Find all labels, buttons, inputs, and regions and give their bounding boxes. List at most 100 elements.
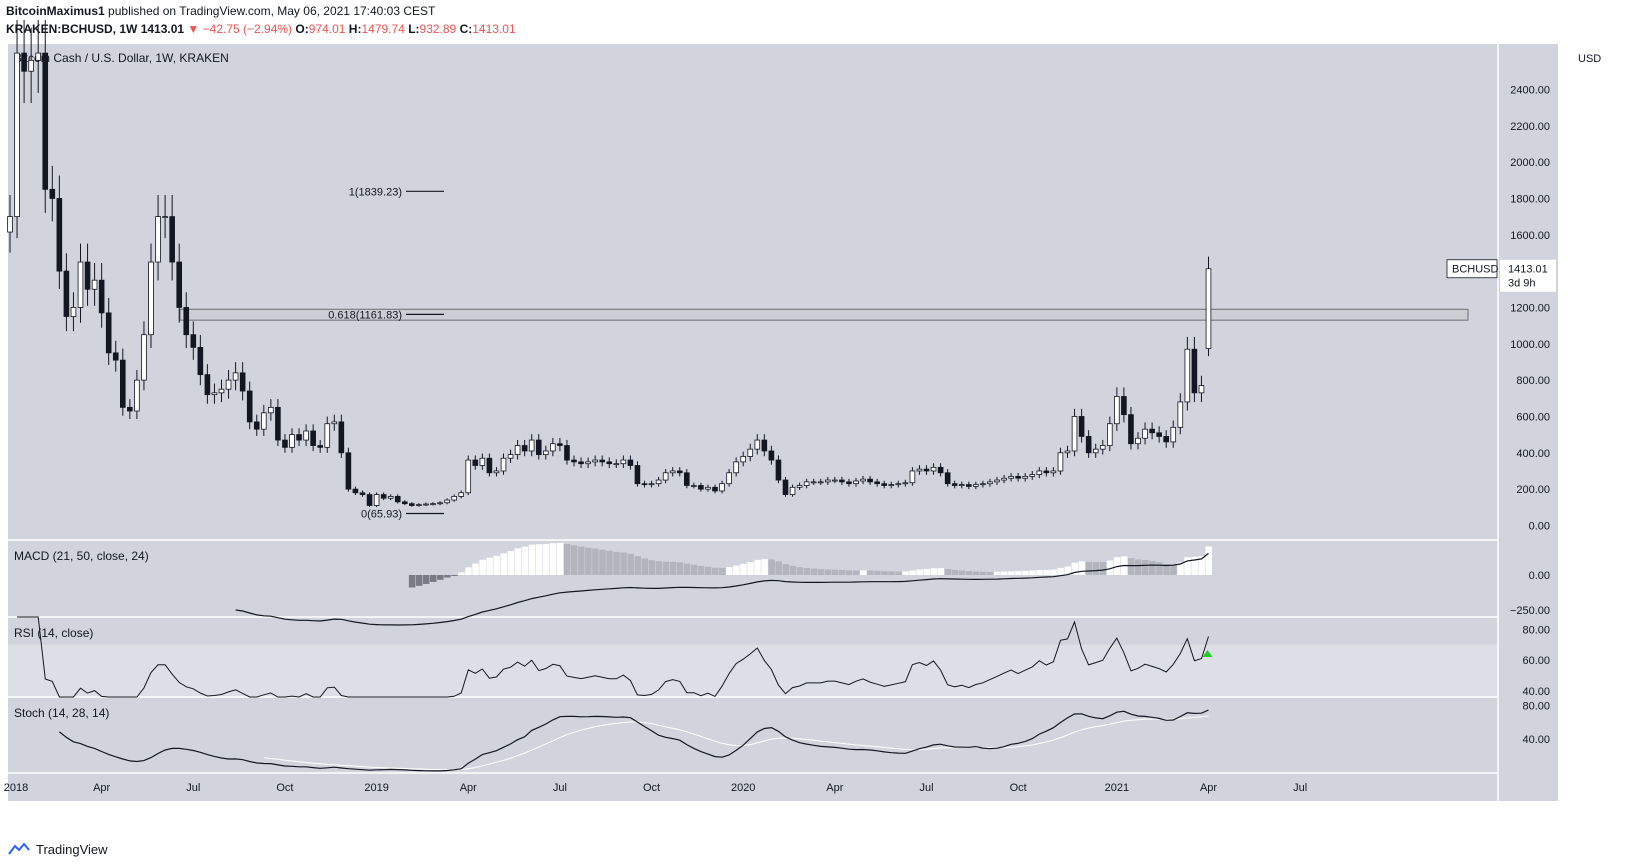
symbol-tag-box [1446,259,1498,279]
candle-body [409,503,415,506]
candle-body [712,486,718,492]
candle-body [705,486,711,490]
macd-histogram-bar [888,571,895,575]
time-tick-label: Jul [553,782,567,794]
candle-body [49,188,56,199]
macd-histogram-bar [1198,556,1205,575]
candle-body [268,406,274,414]
candle-body [394,495,401,503]
candle-body [42,52,49,190]
author-name[interactable]: BitcoinMaximus1 [6,4,105,18]
candle-body [211,392,218,396]
macd-histogram-bar [754,559,761,575]
candle-body [1128,414,1134,445]
candle-body [1036,470,1043,475]
fib-retracement[interactable]: 1(1839.23) 0.618(1161.83) 0(65.93) [179,186,1469,520]
candle-body [98,279,105,314]
candle-body [14,52,20,218]
candle-body [881,483,887,486]
candle-body [296,434,302,441]
high-value: 1479.74 [361,22,405,36]
macd-histogram-bar [507,550,515,575]
candle-body [444,499,450,504]
macd-histogram-bar [585,547,592,575]
candle-body [761,439,768,452]
candle-body [239,372,246,392]
candle-body [324,423,331,448]
macd-histogram-bar [796,567,804,575]
candle-body [627,459,634,466]
candle-body [91,279,98,290]
candle-body [359,492,366,495]
macd-histogram-bar [1085,561,1093,575]
candle-body [803,481,810,486]
macd-histogram-bar [768,559,775,575]
candle-body [775,459,782,481]
candle-body [1184,348,1191,403]
tradingview-logo[interactable]: TradingView [8,838,108,860]
candle-body [655,479,662,485]
candle-body [7,216,13,233]
candle-body [832,479,838,482]
price-tag-value: 1413.01 [1508,264,1548,276]
time-tick-label: 2018 [4,782,28,794]
symbol-label[interactable]: KRAKEN:BCHUSD, 1W [6,22,138,36]
candle-body [1135,437,1141,445]
macd-pane: MACD (21, 50, close, 24) 0.00 −250.00 [14,542,1550,626]
price-tick-label: 400.00 [1516,448,1550,460]
macd-histogram-bar [606,550,613,575]
candle-body [183,307,190,336]
candle-body [958,484,965,486]
macd-histogram-bar [874,570,881,575]
candle-body [719,483,725,492]
candle-body [634,465,641,485]
candle-body [204,374,211,396]
macd-histogram-bar [1127,558,1135,575]
macd-histogram-bar [669,561,677,575]
candle-body [84,261,91,290]
time-axis[interactable]: 2018 Apr Jul Oct 2019 Apr Jul Oct 2020 Apr Jul Oct 2… [4,782,1307,794]
price-tag: BCHUSD 1413.01 3d 9h [1446,259,1556,292]
resistance-zone [179,308,1469,321]
candle-body [253,421,260,430]
macd-histogram-bar [1064,566,1071,575]
macd-histogram-bar [415,575,423,586]
candle-body [592,459,598,463]
candle-body [282,439,288,448]
candle-body [980,483,986,486]
macd-histogram-bar [860,570,867,575]
candle-body [479,457,486,466]
candle-body [303,430,309,441]
candle-body [260,412,267,430]
macd-histogram-bar [634,556,641,575]
macd-histogram-bar [662,561,670,575]
rsi-pane: RSI (14, close) 80.00 60.00 40.00 [8,616,1550,698]
macd-histogram-bar [951,569,959,575]
macd-histogram-bar [930,568,938,575]
macd-histogram-bar [683,563,691,575]
candle-body [197,347,204,376]
price-tag-box [1500,259,1556,292]
pane-title: Bitcoin Cash / U.S. Dollar, 1W, KRAKEN [14,51,229,65]
macd-histogram-bar [430,575,437,582]
candle-body [366,494,373,506]
macd-histogram-bar [775,561,782,575]
candle-body [585,461,591,465]
stoch-tick-label: 80.00 [1522,700,1550,712]
candle-body [63,270,70,317]
macd-histogram-bar [697,565,705,575]
candle-body [606,461,613,465]
candle-body [486,457,493,474]
candle-body [930,466,937,472]
price-tick-label: 600.00 [1516,411,1550,423]
macd-histogram-bar [704,566,712,575]
candle-body [507,454,514,459]
candle-body [754,439,761,450]
macd-histogram-bar [965,571,973,575]
stoch-d-line [263,715,1209,771]
candle-body [345,452,352,490]
candle-body [1029,474,1036,477]
candle-body [973,484,979,487]
candle-body [1149,428,1155,434]
